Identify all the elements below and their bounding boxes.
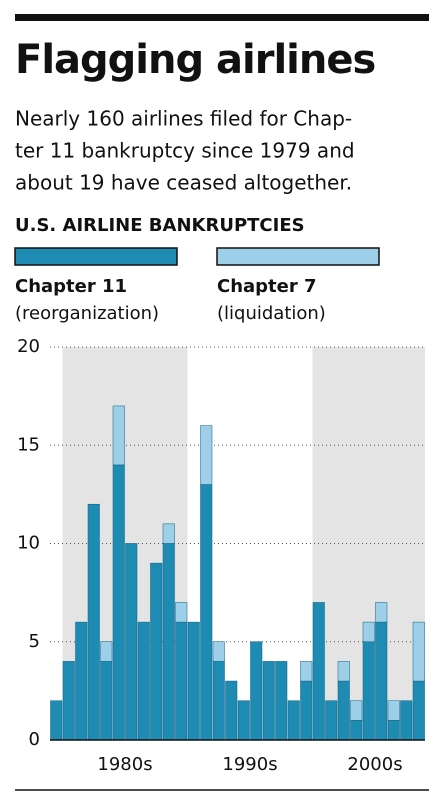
chart-title: Flagging airlines	[15, 37, 375, 83]
bar-segment	[362, 621, 375, 642]
bar-segment	[387, 700, 400, 721]
bar-segment	[125, 543, 138, 741]
bar-segment	[112, 464, 125, 741]
bar-segment	[212, 641, 225, 662]
bar-segment	[350, 720, 363, 741]
bar-segment	[250, 641, 263, 741]
bar-segment	[137, 621, 150, 741]
bar-segment	[300, 661, 313, 682]
y-tick-label: 5	[29, 631, 40, 652]
bar-segment	[75, 621, 88, 741]
bar-segment	[162, 523, 175, 544]
bar-segment	[262, 661, 275, 741]
bar-segment	[175, 602, 188, 623]
y-tick-label: 10	[17, 533, 40, 554]
y-tick-label: 15	[17, 434, 40, 455]
bar-segment	[275, 661, 288, 741]
bar-segment	[375, 621, 388, 741]
legend-description: (reorganization)	[15, 303, 159, 324]
bar-segment	[325, 700, 338, 741]
bar-segment	[312, 602, 325, 741]
legend-label: Chapter 7	[217, 276, 317, 297]
bar-segment	[412, 621, 425, 682]
bar-segment	[375, 602, 388, 623]
bar-segment	[212, 661, 225, 741]
bar-segment	[337, 661, 350, 682]
bar-segment	[287, 700, 300, 741]
bar-segment	[112, 405, 125, 466]
bar-segment	[350, 700, 363, 721]
subtitle-line: about 19 have ceased altogether.	[15, 171, 352, 195]
subtitle-line: Nearly 160 airlines filed for Chap-	[15, 107, 352, 131]
bar-segment	[100, 641, 113, 662]
x-tick-label: 2000s	[347, 754, 402, 775]
bar-segment	[362, 641, 375, 741]
y-tick-label: 0	[29, 729, 40, 750]
bar-segment	[162, 543, 175, 741]
bar-segment	[87, 503, 100, 741]
bar-segment	[412, 680, 425, 741]
bar-segment	[200, 425, 213, 485]
x-tick-label: 1980s	[97, 754, 152, 775]
bar-segment	[237, 700, 250, 741]
bar-segment	[300, 680, 313, 741]
chart-heading: U.S. AIRLINE BANKRUPTCIES	[15, 215, 305, 236]
subtitle-line: ter 11 bankruptcy since 1979 and	[15, 139, 355, 163]
bar-segment	[225, 680, 238, 741]
legend-swatch	[14, 247, 178, 266]
bar-segment	[387, 720, 400, 741]
bar-segment	[175, 621, 188, 741]
x-tick-label: 1990s	[222, 754, 277, 775]
bar-segment	[400, 700, 413, 741]
y-tick-label: 20	[17, 336, 40, 357]
bar-segment	[50, 700, 63, 741]
legend-swatch	[216, 247, 380, 266]
top-rule	[15, 14, 429, 21]
legend-label: Chapter 11	[15, 276, 127, 297]
bar-segment	[62, 661, 75, 741]
bar-segment	[200, 484, 213, 741]
bar-segment	[150, 562, 163, 741]
bar-segment	[100, 661, 113, 741]
legend-description: (liquidation)	[217, 303, 326, 324]
bar-segment	[187, 621, 200, 741]
bar-segment	[337, 680, 350, 741]
